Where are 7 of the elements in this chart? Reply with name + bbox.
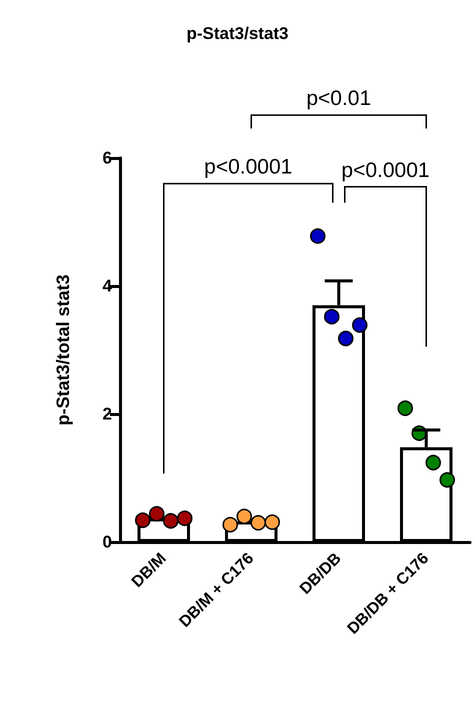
y-tick-label: 4	[102, 276, 113, 296]
text: p<0.01	[306, 87, 372, 110]
y-tick-label: 2	[102, 404, 112, 424]
annotation: p<0.0001	[204, 156, 292, 179]
annotation: p<0.0001	[341, 158, 430, 182]
chart-title: p-Stat3/stat3	[186, 24, 289, 43]
y-axis-title: p-Stat3/total stat3	[53, 274, 73, 426]
